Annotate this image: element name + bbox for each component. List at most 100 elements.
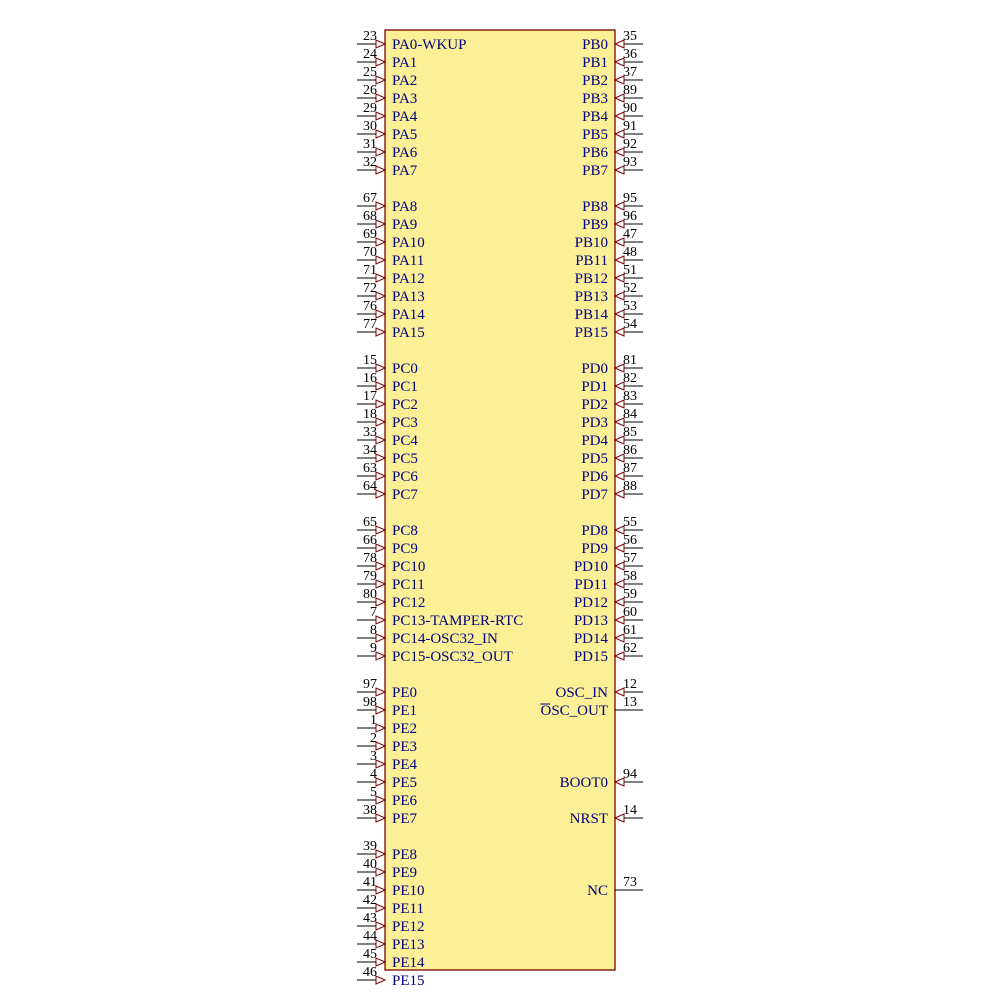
pin-label: PA9	[392, 217, 417, 233]
svg-text:26: 26	[363, 83, 377, 98]
svg-text:60: 60	[623, 605, 637, 620]
pin-label: PE13	[392, 937, 425, 953]
svg-text:70: 70	[363, 245, 377, 260]
svg-text:78: 78	[363, 551, 377, 566]
pin-label: PC15-OSC32_OUT	[392, 649, 513, 665]
svg-text:86: 86	[623, 443, 637, 458]
svg-text:18: 18	[363, 407, 377, 422]
svg-text:37: 37	[623, 65, 637, 80]
svg-text:47: 47	[623, 227, 637, 242]
pin-label: PE2	[392, 721, 417, 737]
svg-text:52: 52	[623, 281, 637, 296]
pin-label: NC	[587, 883, 608, 899]
pin-label: PA0-WKUP	[392, 37, 466, 53]
pin-label: PC2	[392, 397, 418, 413]
svg-text:84: 84	[623, 407, 637, 422]
svg-text:72: 72	[363, 281, 377, 296]
svg-text:4: 4	[370, 767, 377, 782]
pin-label: PB2	[582, 73, 608, 89]
svg-text:92: 92	[623, 137, 637, 152]
svg-text:41: 41	[363, 875, 377, 890]
svg-text:73: 73	[623, 875, 637, 890]
pin-label: PD10	[574, 559, 608, 575]
pin-label: PA3	[392, 91, 417, 107]
pin-label: PD12	[574, 595, 608, 611]
svg-text:51: 51	[623, 263, 637, 278]
svg-text:64: 64	[363, 479, 377, 494]
svg-text:90: 90	[623, 101, 637, 116]
pin-label: NRST	[570, 811, 608, 827]
svg-text:82: 82	[623, 371, 637, 386]
pin-label: PE7	[392, 811, 418, 827]
pin-label: PA15	[392, 325, 425, 341]
pin-label: PD6	[581, 469, 608, 485]
svg-text:56: 56	[623, 533, 637, 548]
svg-text:3: 3	[370, 749, 377, 764]
svg-text:45: 45	[363, 947, 377, 962]
svg-text:34: 34	[363, 443, 377, 458]
svg-text:40: 40	[363, 857, 377, 872]
svg-text:61: 61	[623, 623, 637, 638]
pin-label: PC5	[392, 451, 418, 467]
pin-label: PD0	[581, 361, 608, 377]
svg-text:25: 25	[363, 65, 377, 80]
svg-text:93: 93	[623, 155, 637, 170]
pin-label: PE8	[392, 847, 417, 863]
pin-label: PA8	[392, 199, 417, 215]
pin-label: PA12	[392, 271, 425, 287]
svg-text:57: 57	[623, 551, 637, 566]
pin-label: PC12	[392, 595, 425, 611]
svg-text:68: 68	[363, 209, 377, 224]
svg-text:44: 44	[363, 929, 377, 944]
pin-label: PB12	[575, 271, 608, 287]
pin-label: PA13	[392, 289, 425, 305]
svg-text:91: 91	[623, 119, 637, 134]
svg-text:12: 12	[623, 677, 637, 692]
svg-text:65: 65	[363, 515, 377, 530]
svg-text:42: 42	[363, 893, 377, 908]
pin-label: PD1	[581, 379, 608, 395]
pin-label: PB6	[582, 145, 608, 161]
pin-label: PD15	[574, 649, 608, 665]
svg-text:5: 5	[370, 785, 377, 800]
svg-text:55: 55	[623, 515, 637, 530]
pin-label: OSC_IN	[555, 685, 608, 701]
pin-label: PA4	[392, 109, 418, 125]
pin-label: PD14	[574, 631, 609, 647]
pin-label: PD7	[581, 487, 608, 503]
svg-text:81: 81	[623, 353, 637, 368]
pin-label: PC1	[392, 379, 418, 395]
pin-label: PE10	[392, 883, 425, 899]
svg-text:13: 13	[623, 695, 637, 710]
pin-label: PA2	[392, 73, 417, 89]
svg-text:39: 39	[363, 839, 377, 854]
svg-text:88: 88	[623, 479, 637, 494]
pin-label: PB10	[575, 235, 608, 251]
pin-label: PD13	[574, 613, 608, 629]
pin-label: PE11	[392, 901, 424, 917]
pin-label: PA10	[392, 235, 425, 251]
pin-label: PB0	[582, 37, 608, 53]
svg-text:85: 85	[623, 425, 637, 440]
svg-text:89: 89	[623, 83, 637, 98]
pin-label: PC10	[392, 559, 425, 575]
svg-text:24: 24	[363, 47, 377, 62]
svg-text:63: 63	[363, 461, 377, 476]
pin-label: PA5	[392, 127, 417, 143]
svg-text:58: 58	[623, 569, 637, 584]
pin-label: PA7	[392, 163, 418, 179]
svg-text:8: 8	[370, 623, 377, 638]
pin-label: PC14-OSC32_IN	[392, 631, 498, 647]
pin-label: PD8	[581, 523, 608, 539]
svg-text:59: 59	[623, 587, 637, 602]
svg-text:17: 17	[363, 389, 377, 404]
svg-text:69: 69	[363, 227, 377, 242]
svg-text:32: 32	[363, 155, 377, 170]
svg-text:48: 48	[623, 245, 637, 260]
svg-text:14: 14	[623, 803, 637, 818]
pin-label: PD11	[574, 577, 608, 593]
pin-label: PA6	[392, 145, 418, 161]
svg-text:43: 43	[363, 911, 377, 926]
svg-text:36: 36	[623, 47, 637, 62]
pin-label: PA1	[392, 55, 417, 71]
